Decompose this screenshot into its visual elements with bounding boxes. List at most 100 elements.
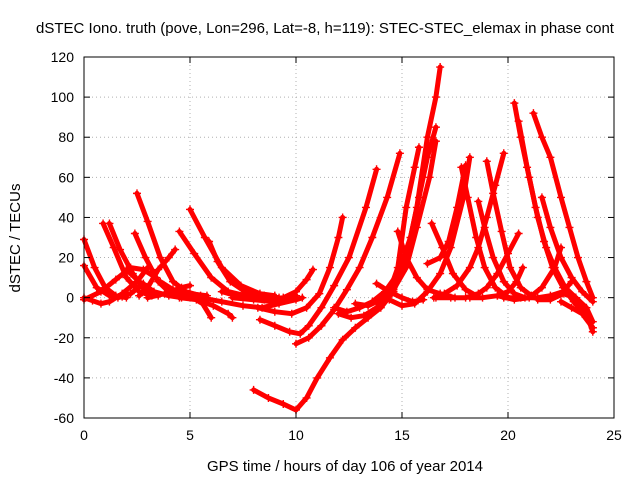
plot-frame	[83, 56, 615, 419]
y-tick-label: 80	[58, 129, 74, 145]
series-14-point-2	[226, 277, 235, 286]
series-26-point-0	[330, 303, 339, 312]
series-38-point-4	[512, 277, 521, 286]
series-38-point-0	[465, 293, 474, 302]
series-46-point-3	[588, 323, 597, 332]
y-tick-label: 100	[51, 89, 75, 105]
data-marks	[80, 63, 597, 414]
y-tick-label: 40	[58, 209, 74, 225]
series-17-point-2	[177, 283, 186, 292]
series-27-point-0	[351, 299, 360, 308]
series-24-point-4	[302, 393, 311, 402]
series-38-point-1	[478, 293, 487, 302]
series-36-point-4	[516, 283, 525, 292]
series-40-point-0	[514, 117, 523, 126]
y-axis-label: dSTEC / TECUs	[7, 184, 24, 293]
series-34-trace	[458, 164, 509, 299]
series-4-point-1	[109, 243, 118, 252]
series-29-point-1	[385, 287, 394, 296]
series-32-point-0	[427, 219, 436, 228]
series-35-point-0	[474, 197, 483, 206]
series-22-point-8	[361, 203, 370, 212]
series-27-point-5	[412, 223, 421, 232]
series-35-point-2	[489, 253, 498, 262]
series-24-point-8	[351, 323, 360, 332]
series-10-point-4	[171, 245, 180, 254]
series-16-point-3	[224, 309, 233, 318]
y-tick-label: 120	[51, 49, 75, 65]
series-34-point-0	[457, 163, 466, 172]
series-1-point-1	[92, 283, 101, 292]
y-tick-label: -60	[54, 410, 74, 426]
series-41-point-2	[546, 153, 555, 162]
series-20-point-6	[308, 265, 317, 274]
series-6-point-0	[101, 283, 110, 292]
series-23-point-2	[317, 321, 326, 330]
series-34-point-3	[480, 263, 489, 272]
series-18-point-6	[298, 293, 307, 302]
series-45-point-0	[533, 295, 542, 304]
series-14-point-0	[205, 237, 214, 246]
series-23-point-0	[292, 339, 300, 348]
series-21-point-7	[338, 213, 347, 222]
series-42-point-5	[588, 297, 597, 306]
series-17-point-3	[186, 281, 194, 290]
series-35-point-1	[480, 223, 489, 232]
series-17-point-1	[160, 289, 169, 298]
series-20-point-3	[279, 293, 288, 302]
series-24-point-15	[431, 93, 440, 102]
series-20-point-0	[217, 287, 226, 296]
series-24-point-1	[264, 393, 273, 402]
series-22-point-4	[304, 321, 313, 330]
series-23-point-6	[368, 233, 377, 242]
x-tick-label: 10	[288, 427, 304, 443]
chart-title: dSTEC Iono. truth (pove, Lon=296, Lat=-8…	[36, 20, 615, 37]
series-23-point-1	[304, 333, 313, 342]
series-12-point-1	[190, 249, 199, 258]
series-22-trace	[257, 166, 380, 337]
series-20-point-2	[260, 295, 269, 304]
series-5-point-0	[105, 219, 114, 228]
series-43-point-4	[550, 263, 559, 272]
series-9-point-0	[122, 265, 131, 274]
series-29-point-2	[398, 293, 406, 302]
series-46-trace	[558, 299, 596, 331]
series-22-point-6	[330, 281, 339, 290]
series-18-point-2	[239, 301, 247, 310]
series-25-point-1	[347, 313, 356, 322]
series-28-point-2	[412, 273, 421, 282]
series-14-trace	[206, 239, 282, 301]
series-23-point-7	[383, 193, 392, 202]
series-40-point-1	[523, 163, 532, 172]
series-43-point-3	[537, 283, 546, 292]
series-24-point-6	[325, 353, 334, 362]
series-31-point-3	[453, 203, 462, 212]
series-22-point-3	[296, 329, 305, 338]
series-16-point-1	[192, 295, 201, 304]
series-13-point-0	[186, 205, 194, 214]
series-41-point-4	[565, 223, 574, 232]
series-16-point-4	[228, 313, 237, 322]
x-tick-label: 15	[394, 427, 410, 443]
series-35-point-3	[499, 277, 508, 286]
series-10-point-0	[135, 291, 144, 300]
x-tick-label: 0	[80, 427, 88, 443]
series-37-point-1	[446, 293, 455, 302]
series-44-point-0	[499, 293, 508, 302]
series-25-trace	[335, 144, 422, 321]
series-3-point-4	[139, 265, 148, 274]
series-21-point-1	[270, 307, 279, 316]
series-24-point-14	[423, 133, 432, 142]
series-16-point-2	[209, 301, 218, 310]
series-31-point-1	[436, 253, 445, 262]
series-2-point-2	[96, 299, 105, 308]
series-26-point-8	[423, 153, 432, 162]
series-21-point-0	[253, 303, 262, 312]
series-9-point-1	[135, 277, 144, 286]
series-44-point-5	[567, 277, 576, 286]
series-13-point-1	[200, 233, 209, 242]
series-7-point-1	[143, 217, 152, 226]
series-38-point-5	[518, 263, 527, 272]
series-4-point-2	[122, 273, 131, 282]
